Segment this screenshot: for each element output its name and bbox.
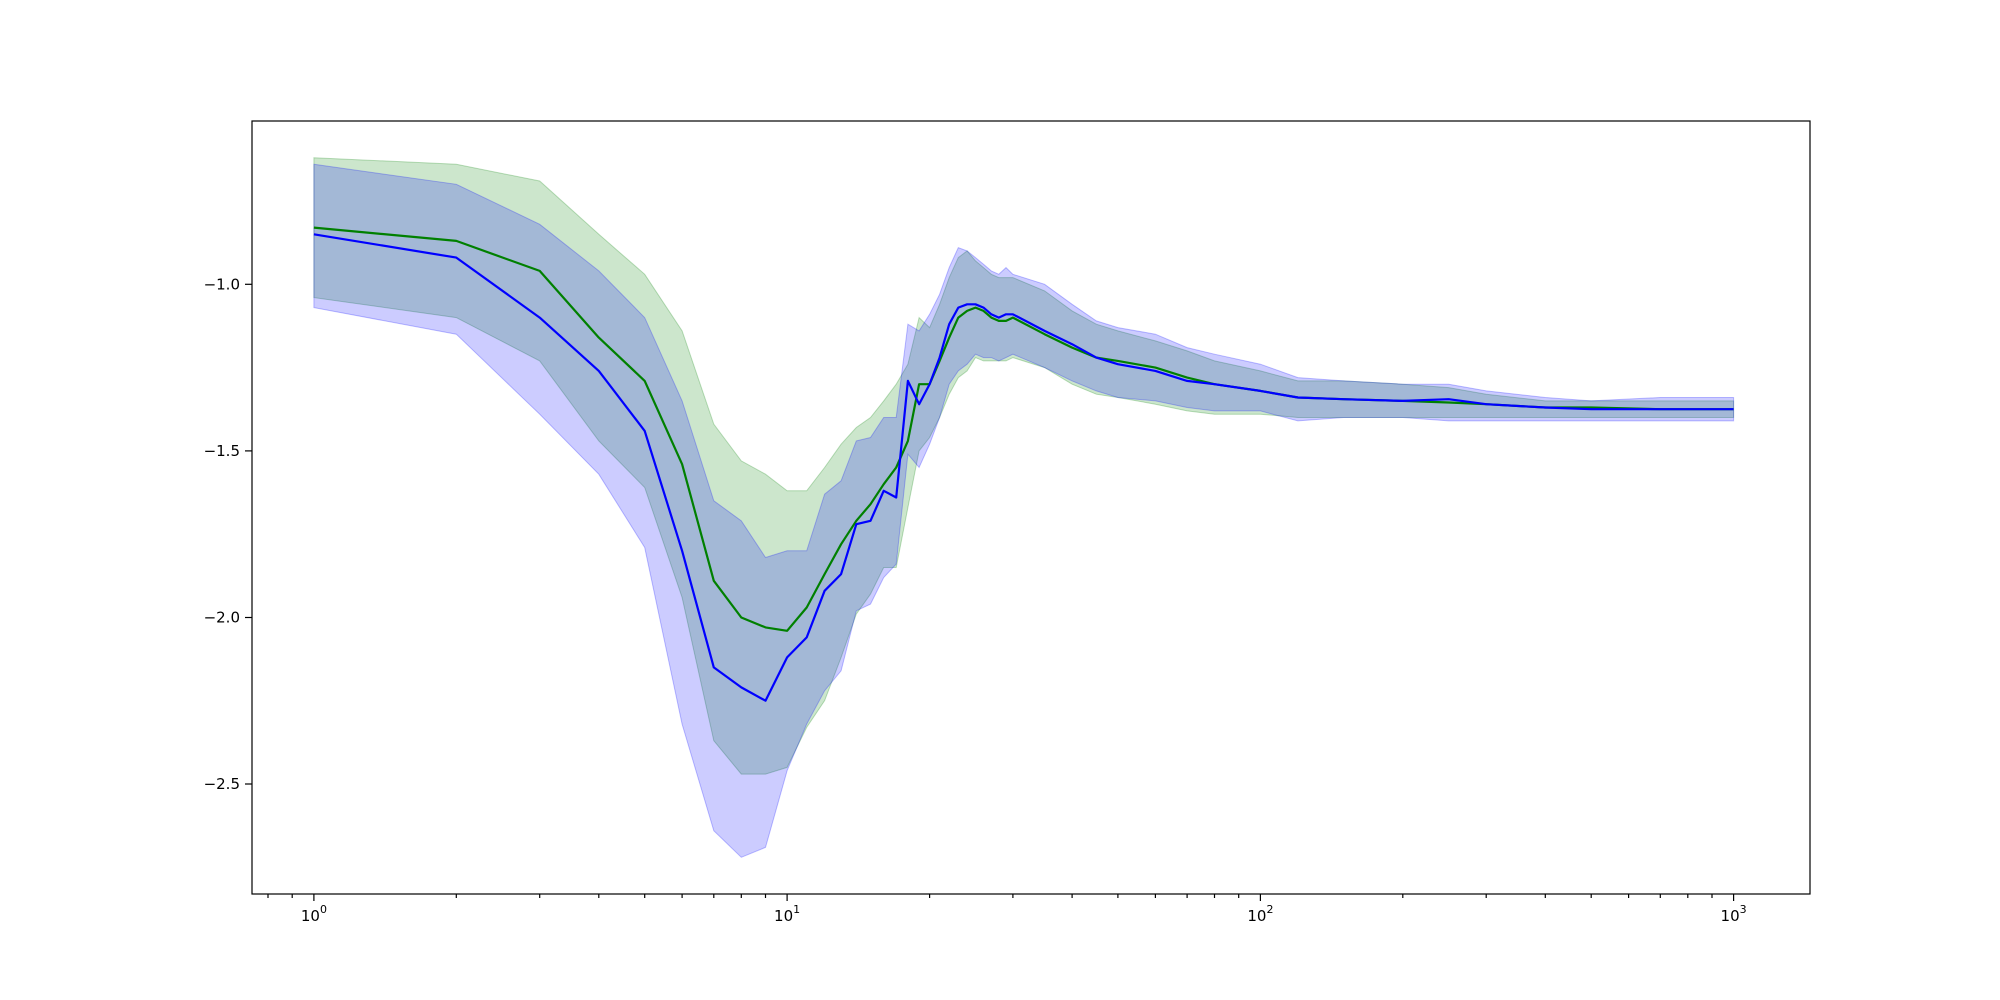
- series-1-band: [313, 157, 1735, 775]
- plot-area: [251, 120, 1811, 895]
- x-tick-label-base: 10: [774, 907, 793, 925]
- axes-background: [252, 121, 1810, 894]
- series-lines: [313, 226, 1734, 702]
- series-2-band: [313, 163, 1735, 858]
- x-tick-label-base: 10: [1721, 907, 1740, 925]
- x-tick-label: 102: [1247, 903, 1273, 925]
- y-tick-label: −2.5: [204, 775, 240, 793]
- x-tick-label: 103: [1721, 903, 1747, 925]
- x-tick-label: 101: [774, 903, 800, 925]
- y-tick-label: −1.5: [204, 442, 240, 460]
- x-axis: 100 101 102 103: [267, 894, 1747, 925]
- x-tick-label: 100: [301, 903, 327, 925]
- x-tick-label-exponent: 0: [320, 903, 327, 916]
- x-tick-label-base: 10: [1247, 907, 1266, 925]
- confidence-bands: [313, 157, 1735, 858]
- x-tick-label-base: 10: [301, 907, 320, 925]
- x-tick-label-exponent: 2: [1266, 903, 1273, 916]
- y-tick-label: −1.0: [204, 275, 240, 293]
- axes-frame: [251, 120, 1811, 895]
- y-axis: −1.0 −1.5 −2.0 −2.5: [204, 275, 252, 793]
- x-tick-label-exponent: 3: [1740, 903, 1747, 916]
- y-tick-label: −2.0: [204, 609, 240, 627]
- x-tick-label-exponent: 1: [793, 903, 800, 916]
- series-2-line: [313, 233, 1734, 702]
